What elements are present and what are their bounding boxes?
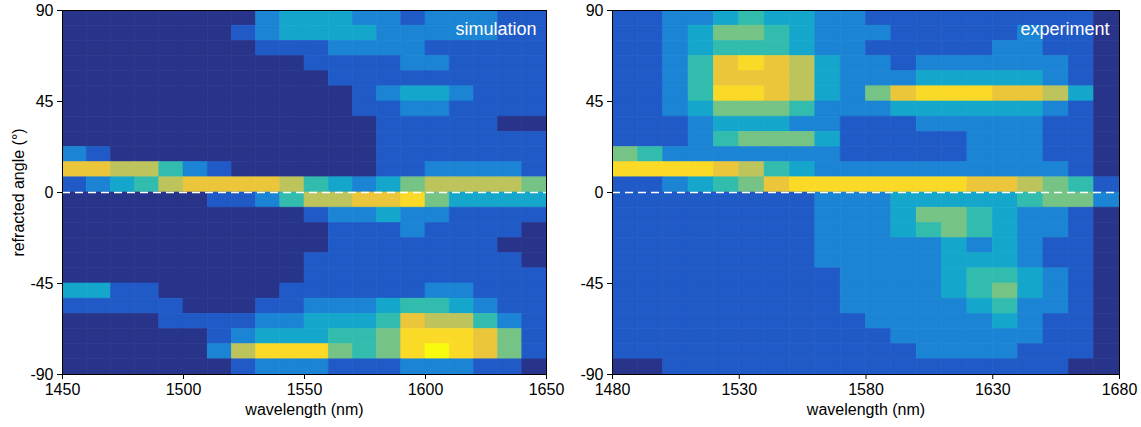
svg-text:1580: 1580 (848, 381, 884, 398)
svg-text:experiment: experiment (1020, 19, 1109, 39)
svg-text:-90: -90 (580, 365, 604, 383)
svg-text:1530: 1530 (721, 381, 757, 398)
svg-text:1480: 1480 (595, 381, 631, 398)
svg-text:1450: 1450 (45, 381, 81, 398)
svg-text:1630: 1630 (975, 381, 1011, 398)
svg-text:-45: -45 (580, 275, 603, 292)
svg-text:0: 0 (595, 184, 604, 201)
svg-text:90: 90 (586, 2, 604, 19)
svg-text:1550: 1550 (287, 381, 323, 398)
svg-text:simulation: simulation (455, 19, 536, 39)
svg-text:wavelength (nm): wavelength (nm) (806, 401, 925, 418)
svg-text:-45: -45 (30, 275, 53, 292)
svg-text:1680: 1680 (1102, 381, 1138, 398)
svg-text:90: 90 (36, 2, 54, 19)
svg-text:1500: 1500 (166, 381, 202, 398)
svg-text:wavelength (nm): wavelength (nm) (244, 401, 363, 418)
svg-text:0: 0 (45, 184, 54, 201)
svg-text:45: 45 (586, 93, 604, 110)
svg-text:1650: 1650 (529, 381, 565, 398)
svg-text:1600: 1600 (408, 381, 444, 398)
svg-text:45: 45 (36, 93, 54, 110)
svg-text:refracted angle (°): refracted angle (°) (10, 128, 27, 256)
svg-text:-90: -90 (30, 365, 54, 383)
